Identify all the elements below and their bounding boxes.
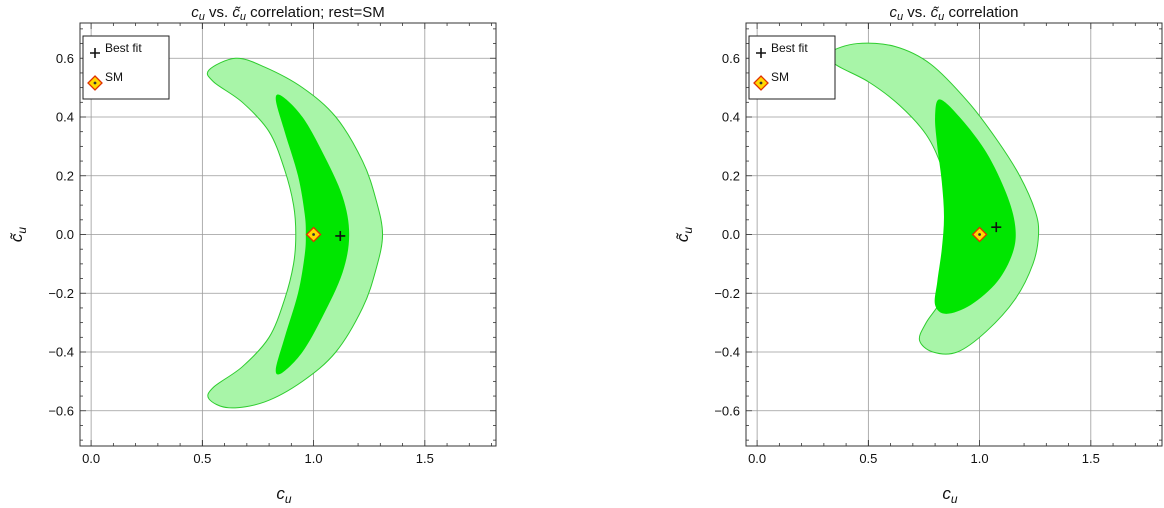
y-tick-label: 0.4 [56, 110, 74, 125]
x-tick-label: 0.0 [82, 451, 100, 466]
outer-confidence-region [206, 57, 384, 409]
x-tick-label: 0.5 [193, 451, 211, 466]
x-tick-label: 0.5 [859, 451, 877, 466]
chart-title: cu vs. c̃u correlation [890, 4, 1019, 23]
y-tick-label: −0.2 [714, 286, 740, 301]
legend-best-fit-marker [756, 48, 766, 58]
y-tick-label: 0.4 [722, 110, 740, 125]
x-axis-label: cu [276, 484, 292, 506]
y-tick-label: 0.2 [56, 168, 74, 183]
sm-point-dot [312, 233, 315, 236]
y-tick-label: 0.2 [722, 168, 740, 183]
legend-label-sm: SM [105, 70, 123, 84]
inner-confidence-region [934, 99, 1016, 314]
legend-best-fit-marker [90, 48, 100, 58]
legend-label-best-fit: Best fit [105, 41, 142, 55]
legend-sm-dot [93, 81, 97, 85]
y-tick-label: 0.0 [56, 227, 74, 242]
y-tick-label: 0.6 [56, 51, 74, 66]
y-tick-label: −0.2 [48, 286, 74, 301]
x-tick-label: 0.0 [748, 451, 766, 466]
y-tick-label: −0.4 [48, 345, 74, 360]
y-tick-label: −0.4 [714, 345, 740, 360]
x-tick-label: 1.5 [1082, 451, 1100, 466]
sm-point-dot [978, 233, 981, 236]
legend-label-sm: SM [771, 70, 789, 84]
y-axis-label: c̃u [673, 227, 695, 243]
y-axis-label: c̃u [7, 227, 29, 243]
chart-panel-left: 0.0 0.5 1.0 1.5 −0.6 −0.4 −0.2 0.0 0.2 0.4 0.6 cu v… [7, 4, 497, 506]
best-fit-marker [335, 230, 346, 241]
x-tick-label: 1.0 [971, 451, 989, 466]
y-tick-label: 0.6 [722, 51, 740, 66]
best-fit-marker [991, 222, 1002, 233]
legend-sm-dot [759, 81, 763, 85]
chart-panel-right: 0.0 0.5 1.0 1.5 −0.6 −0.4 −0.2 0.0 0.2 0.4 0.6 cu v… [673, 4, 1163, 506]
x-axis-label: cu [942, 484, 958, 506]
x-tick-label: 1.0 [305, 451, 323, 466]
y-tick-label: 0.0 [722, 227, 740, 242]
chart-title: cu vs. c̃u correlation; rest=SM [191, 4, 385, 23]
y-tick-label: −0.6 [48, 403, 74, 418]
y-tick-label: −0.6 [714, 403, 740, 418]
legend-label-best-fit: Best fit [771, 41, 808, 55]
x-tick-label: 1.5 [416, 451, 434, 466]
